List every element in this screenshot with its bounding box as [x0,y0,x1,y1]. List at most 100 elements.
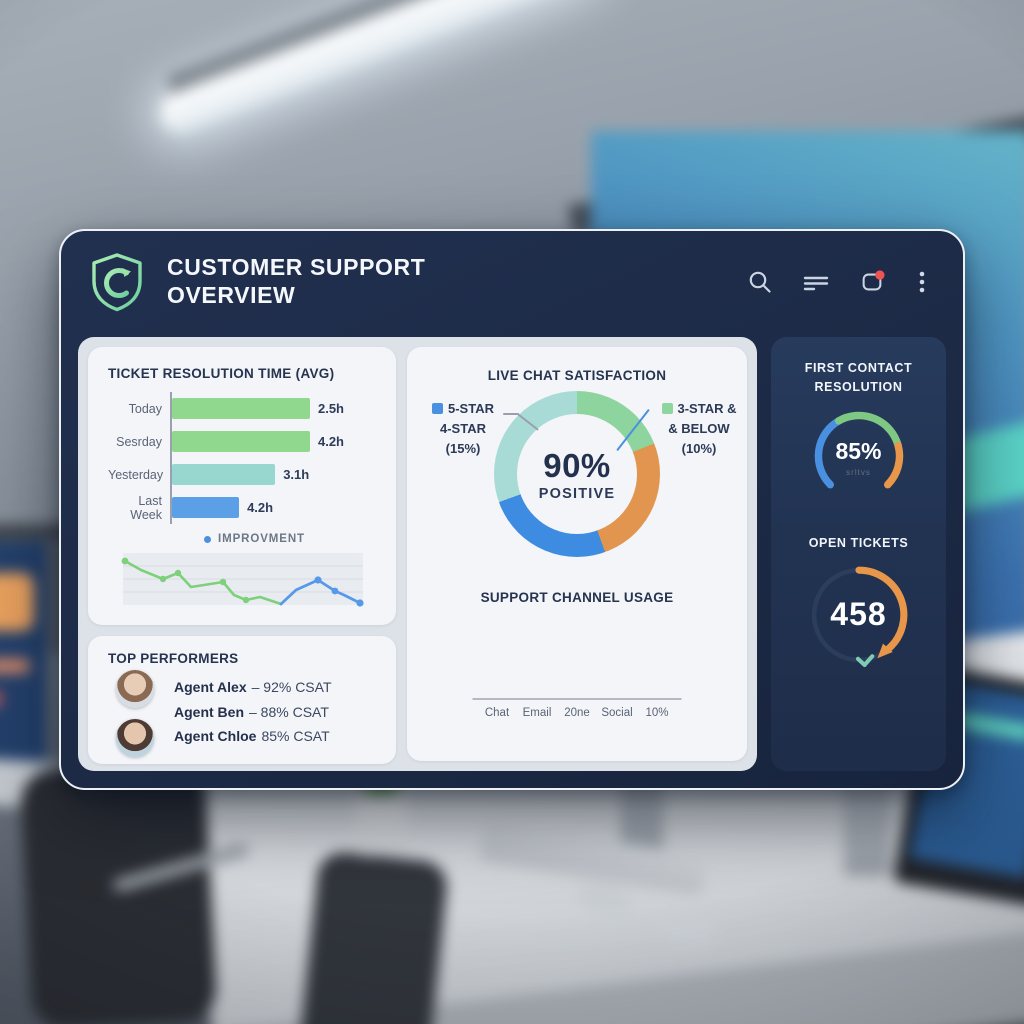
open-tickets-title: OPEN TICKETS [808,535,909,550]
fcr-title-line2: RESOLUTION [814,379,903,394]
legend-right: 3-STAR & & BELOW (10%) [657,399,741,459]
agent-csat: – 88% CSAT [249,703,329,720]
left-monitor [0,541,48,771]
open-tickets-gauge: 458 [806,562,912,668]
legend-text: 4-STAR [440,421,486,437]
bar-wrap: 4.2h [172,431,344,452]
gauge-arc-blue [814,416,842,488]
bar-label: Email [522,707,552,719]
avatar [116,670,154,708]
open-tickets-value: 458 [830,596,887,633]
check-arrow-icon [855,654,874,668]
bar-value: 4.2h [317,434,344,449]
donut-center: 90% POSITIVE [517,414,637,534]
monitor-blob [0,691,2,707]
list-item: Agent Chloe 85% CSAT [174,724,376,749]
bar-row: Yesterday 3.1h [108,458,376,491]
trend-legend: IMPROVMENT [204,533,376,545]
dashboard-body: TICKET RESOLUTION TIME (AVG) Today 2.5h … [78,337,946,771]
monitor-blob [0,573,34,631]
filter-icon[interactable] [803,269,829,295]
left-column: TICKET RESOLUTION TIME (AVG) Today 2.5h … [88,347,396,764]
resolution-bar-chart: Today 2.5h Sesrday 4.2h [108,392,376,524]
page-title-line1: CUSTOMER SUPPORT [167,254,426,281]
fcr-subtext: srltvs [846,467,871,477]
bar-label: 20ne [564,707,590,719]
legend-connector [503,413,519,415]
agent-csat: 85% CSAT [261,728,330,745]
satisfaction-title: LIVE CHAT SATISFACTION [487,368,667,383]
more-menu-icon[interactable] [915,269,929,295]
agent-name: Agent Chloe [174,728,257,745]
gauge-arc [854,566,907,654]
donut-center-value: 90% [543,446,611,484]
bar-label: Sesrday [116,434,162,449]
bar [172,431,310,452]
ticket-resolution-card: TICKET RESOLUTION TIME (AVG) Today 2.5h … [88,347,396,625]
legend-text: (10%) [681,441,717,457]
bar-row: Today 2.5h [108,392,376,425]
bar-label: Yesterday [108,467,164,482]
trend-line-early [121,557,283,606]
agent-csat: – 92% CSAT [251,679,332,696]
legend-text: 3-STAR & [677,401,737,416]
channel-bars [472,588,682,700]
bar [172,464,276,485]
channel-labels: Chat Email 20ne Social 10% [473,707,682,719]
top-performers-card: TOP PERFORMERS Agent Alex – 92% CSAT Age… [88,636,396,764]
monitor-stand [844,781,890,876]
agent-name: Agent Ben [174,703,244,720]
header-actions [747,269,929,295]
bar [172,497,240,518]
fcr-gauge: 85% srltvs [811,408,907,500]
bar-wrap: 4.2h [172,497,344,518]
page-title: CUSTOMER SUPPORT OVERVIEW [167,254,425,309]
bar-value: 3.1h [283,467,310,482]
legend-text: 5-STAR [448,401,494,416]
legend-left: 5-STAR 4-STAR (15%) [421,399,505,459]
dashboard-window: CUSTOMER SUPPORT OVERVIEW [59,229,965,790]
channel-usage-title: SUPPORT CHANNEL USAGE [480,590,674,605]
bar [172,398,310,419]
notifications-icon[interactable] [859,269,885,295]
trend-line-late [279,576,364,607]
page-title-line2: OVERVIEW [167,282,296,308]
search-icon[interactable] [747,269,773,295]
bar-wrap: 2.5h [172,398,344,419]
donut-center-label: POSITIVE [538,485,616,502]
bar-label: Last Week [130,493,162,522]
satisfaction-donut-wrap: 90% POSITIVE [494,391,660,557]
fcr-value: 85% [835,437,882,464]
kpi-panel: FIRST CONTACT RESOLUTION 85% srltvs OPEN… [771,337,946,771]
channel-usage-chart: Chat Email 20ne Social 10% [472,588,682,719]
bar-track: 4.2h [170,491,376,524]
bar-row: Last Week 4.2h [108,491,376,524]
bar-value: 2.5h [317,401,344,416]
fcr-title: FIRST CONTACT RESOLUTION [805,359,913,397]
bar-track: 2.5h [170,392,376,425]
legend-swatch [661,403,673,414]
improvement-sparkline [121,553,364,607]
shield-logo-icon [92,253,142,312]
satisfaction-card: LIVE CHAT SATISFACTION 90% POSITIVE 5-ST… [407,347,747,761]
performers-list: Agent Alex – 92% CSAT Agent Ben – 88% CS… [108,670,376,757]
arc-arrowhead [876,643,893,659]
bar-track: 3.1h [170,458,376,491]
legend-dot [204,535,211,543]
fcr-title-line1: FIRST CONTACT [804,361,913,375]
monitor-blob [0,659,30,673]
bar-value: 4.2h [247,500,274,515]
legend-text: (15%) [445,441,481,457]
legend-swatch [432,403,443,414]
ticket-resolution-title: TICKET RESOLUTION TIME (AVG) [108,366,335,381]
bar-label: Social [601,707,633,719]
gauge-arc-orange [883,441,903,488]
bar-track: 4.2h [170,425,376,458]
charts-zone: TICKET RESOLUTION TIME (AVG) Today 2.5h … [78,337,757,771]
gauge-arc-green [834,411,902,449]
bar-wrap: 3.1h [172,464,344,485]
bar-label: Chat [484,707,510,719]
trend-legend-label: IMPROVMENT [218,533,305,545]
avatar [116,719,154,757]
list-item: Agent Ben – 88% CSAT [174,700,376,725]
